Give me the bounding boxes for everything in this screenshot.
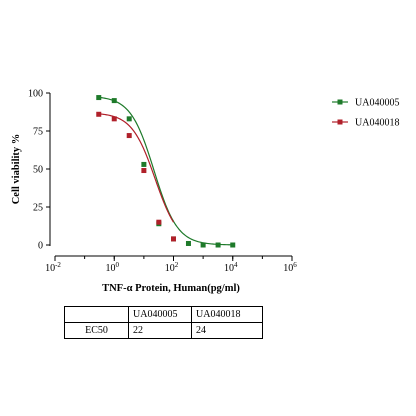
y-axis-title: Cell viability % xyxy=(11,134,22,205)
fit-curve-0 xyxy=(98,96,233,246)
x-tick-label: 10-2 xyxy=(45,261,61,274)
ec50-table: UA040005 UA040018 EC50 22 24 xyxy=(64,306,263,339)
ec50-value-row: EC50 22 24 xyxy=(64,322,263,339)
axes xyxy=(49,93,292,257)
data-point xyxy=(185,240,191,246)
data-point xyxy=(141,161,147,167)
y-tick-label: 25 xyxy=(33,203,43,214)
y-tick-label: 0 xyxy=(38,241,43,252)
legend-label: UA040005 xyxy=(355,98,399,109)
data-point xyxy=(171,236,176,242)
ec50-value-cell: 24 xyxy=(191,322,263,339)
legend-marker xyxy=(337,99,343,105)
legend: UA040005 UA040018 xyxy=(332,98,399,129)
ec50-header-cell: UA040005 xyxy=(128,306,192,323)
y-tick-label: 100 xyxy=(28,89,43,100)
ec50-value-cell: 22 xyxy=(128,322,192,339)
x-tick-label: 104 xyxy=(224,261,238,274)
ec50-header-row: UA040005 UA040018 xyxy=(64,306,263,323)
data-point xyxy=(111,116,117,122)
data-point xyxy=(215,242,221,248)
ticks: 0 25 50 75 100 10-2 100 102 104 106 xyxy=(28,89,297,275)
data-point xyxy=(96,111,102,117)
x-axis-title: TNF-α Protein, Human(pg/ml) xyxy=(102,283,240,294)
y-tick-label: 50 xyxy=(33,165,43,176)
data-point xyxy=(96,95,102,101)
data-point xyxy=(141,168,147,174)
data-point xyxy=(111,98,117,104)
legend-label: UA040018 xyxy=(355,118,399,129)
fit-curve-1 xyxy=(98,113,175,223)
data-point xyxy=(156,219,162,225)
data-point xyxy=(230,242,236,248)
data-point xyxy=(126,133,132,139)
ec50-header-cell xyxy=(64,306,129,323)
data-points xyxy=(96,95,236,248)
data-point xyxy=(126,116,132,122)
legend-marker xyxy=(337,119,343,125)
x-tick-label: 106 xyxy=(283,261,297,274)
fit-curves xyxy=(98,96,233,246)
y-tick-label: 75 xyxy=(33,127,43,138)
x-tick-label: 102 xyxy=(165,261,179,274)
data-point xyxy=(200,242,206,248)
x-tick-label: 100 xyxy=(106,261,120,274)
ec50-row-label: EC50 xyxy=(64,322,129,339)
ec50-header-cell: UA040018 xyxy=(191,306,263,323)
